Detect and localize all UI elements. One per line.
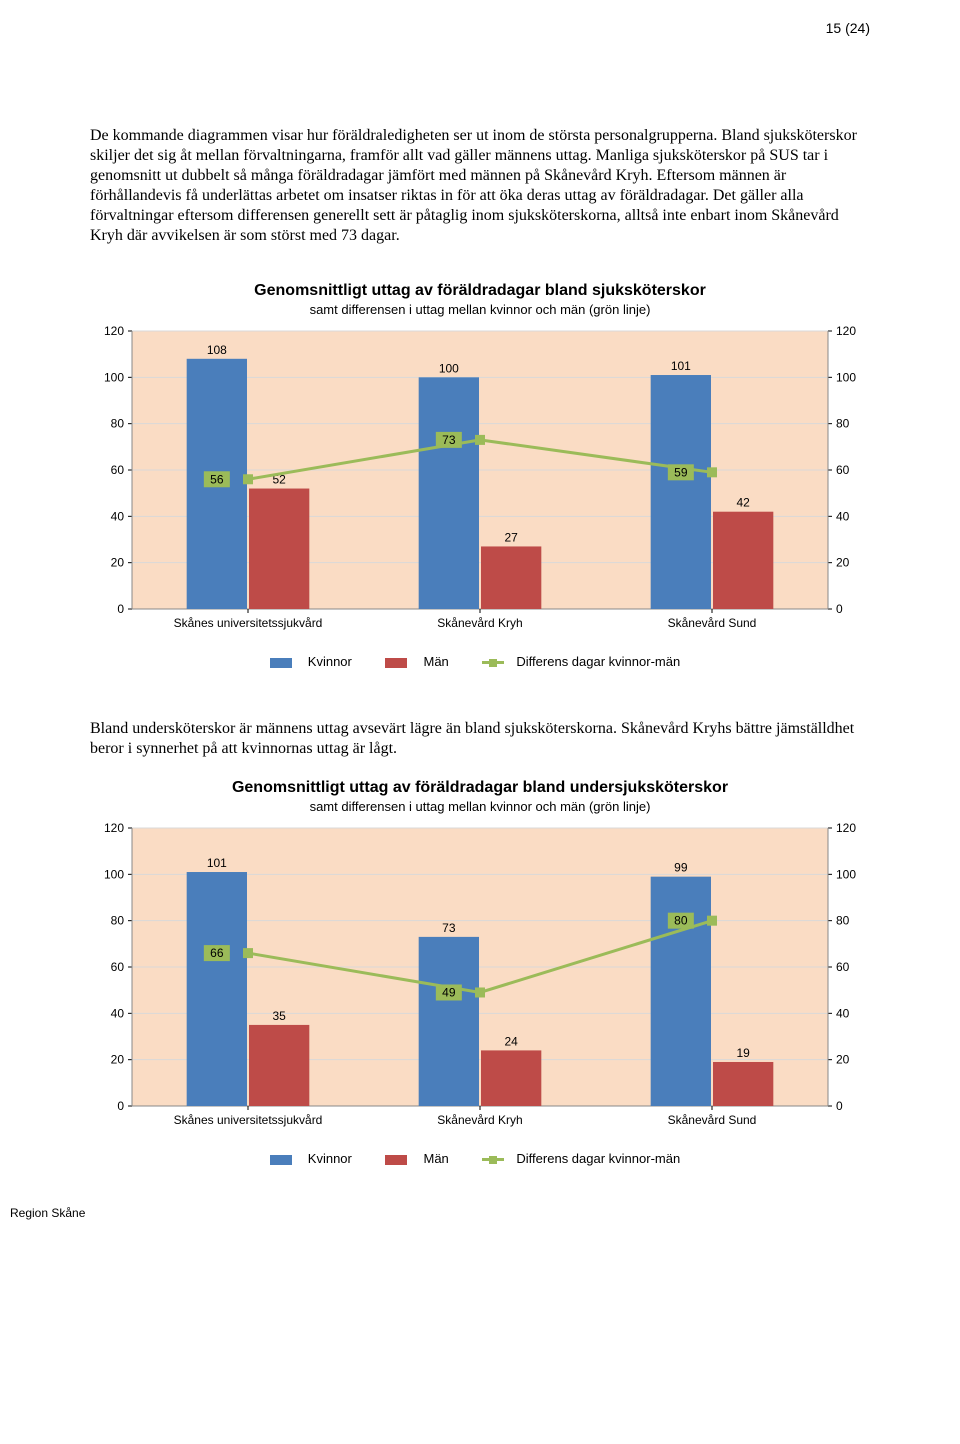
- svg-text:Skånevård Sund: Skånevård Sund: [668, 1113, 757, 1127]
- chart-svg: 00202040406060808010010012012010852Skåne…: [90, 323, 870, 643]
- svg-text:Skånevård Kryh: Skånevård Kryh: [437, 1113, 522, 1127]
- svg-text:19: 19: [736, 1046, 750, 1060]
- svg-text:100: 100: [836, 867, 856, 881]
- svg-text:120: 120: [104, 324, 124, 338]
- legend-man: Män: [385, 1151, 458, 1166]
- svg-text:40: 40: [836, 509, 850, 523]
- svg-text:101: 101: [671, 359, 691, 373]
- report-page: 15 (24) De kommande diagrammen visar hur…: [0, 0, 960, 1250]
- svg-text:80: 80: [111, 417, 125, 431]
- svg-text:35: 35: [272, 1009, 286, 1023]
- svg-text:73: 73: [442, 921, 456, 935]
- svg-text:73: 73: [442, 433, 456, 447]
- svg-text:49: 49: [442, 985, 456, 999]
- svg-text:Skånevård Kryh: Skånevård Kryh: [437, 616, 522, 630]
- svg-text:56: 56: [210, 472, 224, 486]
- svg-text:60: 60: [836, 960, 850, 974]
- chart-legend: Kvinnor Män Differens dagar kvinnor-män: [90, 1151, 870, 1166]
- svg-text:60: 60: [111, 463, 125, 477]
- chart-title: Genomsnittligt uttag av föräldradagar bl…: [90, 779, 870, 797]
- svg-text:120: 120: [836, 821, 856, 835]
- svg-text:59: 59: [674, 465, 688, 479]
- chart-subtitle: samt differensen i uttag mellan kvinnor …: [90, 799, 870, 814]
- page-number: 15 (24): [90, 20, 870, 36]
- svg-text:100: 100: [836, 370, 856, 384]
- chart-assistant-nurses: Genomsnittligt uttag av föräldradagar bl…: [90, 779, 870, 1166]
- svg-text:80: 80: [836, 417, 850, 431]
- mid-paragraph: Bland undersköterskor är männens uttag a…: [90, 719, 870, 759]
- svg-text:24: 24: [504, 1034, 518, 1048]
- svg-text:100: 100: [104, 867, 124, 881]
- svg-text:20: 20: [111, 1053, 125, 1067]
- svg-text:0: 0: [117, 1099, 124, 1113]
- footer-region: Region Skåne: [10, 1206, 870, 1220]
- svg-text:40: 40: [111, 1006, 125, 1020]
- svg-text:27: 27: [504, 530, 518, 544]
- svg-text:80: 80: [111, 914, 125, 928]
- svg-text:101: 101: [207, 856, 227, 870]
- svg-text:20: 20: [836, 556, 850, 570]
- svg-text:0: 0: [836, 602, 843, 616]
- legend-diff: Differens dagar kvinnor-män: [482, 654, 690, 669]
- legend-diff: Differens dagar kvinnor-män: [482, 1151, 690, 1166]
- svg-text:0: 0: [836, 1099, 843, 1113]
- svg-text:66: 66: [210, 946, 224, 960]
- chart-title: Genomsnittligt uttag av föräldradagar bl…: [90, 282, 870, 300]
- legend-man: Män: [385, 654, 458, 669]
- svg-text:80: 80: [674, 914, 688, 928]
- svg-text:60: 60: [111, 960, 125, 974]
- svg-text:120: 120: [104, 821, 124, 835]
- svg-text:20: 20: [836, 1053, 850, 1067]
- svg-text:0: 0: [117, 602, 124, 616]
- svg-text:60: 60: [836, 463, 850, 477]
- legend-kvinnor: Kvinnor: [270, 654, 362, 669]
- svg-text:100: 100: [104, 370, 124, 384]
- chart-legend: Kvinnor Män Differens dagar kvinnor-män: [90, 654, 870, 669]
- svg-text:Skånes universitetssjukvård: Skånes universitetssjukvård: [174, 1113, 323, 1127]
- svg-text:20: 20: [111, 556, 125, 570]
- legend-kvinnor: Kvinnor: [270, 1151, 362, 1166]
- svg-text:120: 120: [836, 324, 856, 338]
- svg-text:40: 40: [836, 1006, 850, 1020]
- svg-text:40: 40: [111, 509, 125, 523]
- svg-text:99: 99: [674, 861, 688, 875]
- chart-subtitle: samt differensen i uttag mellan kvinnor …: [90, 302, 870, 317]
- chart-svg: 0 0 20 20 40 40 60 60 80 80 100 100 120 120 101 35 Skåne…: [90, 820, 870, 1140]
- intro-paragraph: De kommande diagrammen visar hur föräldr…: [90, 126, 870, 246]
- svg-text:80: 80: [836, 914, 850, 928]
- svg-text:Skånes universitetssjukvård: Skånes universitetssjukvård: [174, 616, 323, 630]
- svg-text:108: 108: [207, 343, 227, 357]
- chart-nurses: Genomsnittligt uttag av föräldradagar bl…: [90, 282, 870, 669]
- svg-text:Skånevård Sund: Skånevård Sund: [668, 616, 757, 630]
- svg-text:42: 42: [736, 496, 750, 510]
- svg-text:100: 100: [439, 361, 459, 375]
